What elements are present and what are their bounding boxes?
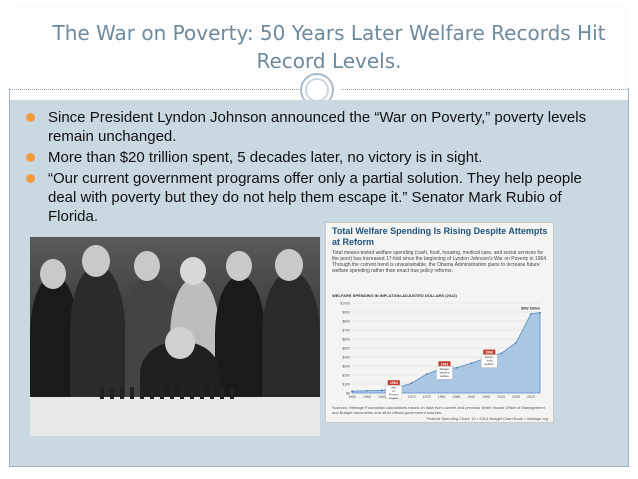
- annotation-box: [481, 354, 498, 368]
- annotation-year: 1981: [441, 362, 449, 366]
- end-value-label: $892 billion: [521, 307, 540, 311]
- data-point: [530, 313, 532, 315]
- y-tick-label: $600: [342, 338, 350, 342]
- data-point: [381, 389, 383, 392]
- chart-subtitle: WELFARE SPENDING IN INFLATION-ADJUSTED D…: [332, 293, 457, 298]
- bullet-item: “Our current government programs offer o…: [18, 169, 590, 226]
- bullet-icon: [26, 153, 35, 162]
- slide-title: The War on Poverty: 50 Years Later Welfa…: [52, 21, 606, 73]
- x-tick-label: 1995: [482, 395, 490, 399]
- annotation-year-box: [387, 380, 400, 386]
- y-tick-label: $100: [342, 383, 350, 387]
- bullet-text: Since President Lyndon Johnson announced…: [48, 109, 587, 145]
- title-divider-left: [10, 89, 299, 90]
- chart-footnote: Sources: Heritage Foundation calculation…: [332, 405, 545, 415]
- annotation-text: “slashes”: [439, 370, 450, 374]
- y-tick-label: $900: [342, 311, 350, 315]
- bullet-icon: [26, 174, 35, 183]
- x-tick-label: 1975: [423, 395, 431, 399]
- annotation-text: welfare: [440, 374, 449, 378]
- data-point: [366, 389, 368, 392]
- area-chart: $0 $100 $200 $300 $400 $500 $600 $700 $800 $900 $1…: [340, 302, 541, 400]
- data-point: [410, 382, 413, 384]
- x-tick-label: 1960: [378, 395, 386, 399]
- x-tick-label: 2010: [527, 395, 535, 399]
- annotation-year: 1996: [485, 351, 493, 355]
- data-point: [351, 390, 353, 392]
- annotation-year-box: [438, 361, 451, 367]
- data-point: [470, 362, 473, 365]
- data-point: [500, 352, 503, 355]
- chart-title: Total Welfare Spending Is Rising Despite…: [332, 226, 548, 247]
- y-tick-label: $1000: [340, 302, 350, 306]
- bullet-icon: [26, 113, 35, 122]
- annotation-text: Reagan: [440, 367, 450, 371]
- y-tick-label: $400: [342, 356, 350, 360]
- annotation-box: [436, 366, 453, 380]
- annotation-text: “ends: [486, 359, 494, 363]
- x-tick-label: 1955: [363, 395, 371, 399]
- x-tick-label: 2000: [497, 395, 505, 399]
- y-tick-label: $800: [342, 320, 350, 324]
- annotation-text: begins: [390, 396, 399, 400]
- x-tick-label: 2005: [512, 395, 520, 399]
- annotation-year: 1964: [390, 381, 398, 385]
- bullet-item: More than $20 trillion spent, 5 decades …: [18, 148, 590, 167]
- chart-source: Federal Spending Chart, 10 • 2014 Budget…: [426, 416, 548, 421]
- data-point: [455, 367, 458, 369]
- series-area: [351, 312, 541, 394]
- annotation-text: Reform: [485, 355, 495, 359]
- annotation-text: on: [392, 389, 396, 393]
- x-tick-label: 1990: [467, 395, 475, 399]
- historical-photo: [30, 237, 320, 436]
- circle-ornament-inner: [305, 78, 329, 102]
- y-tick-label: $0: [346, 392, 350, 396]
- bullet-text: More than $20 trillion spent, 5 decades …: [48, 149, 483, 166]
- x-tick-label: 1950: [348, 395, 356, 399]
- annotation-text: welfare”: [484, 362, 494, 366]
- bullet-item: Since President Lyndon Johnson announced…: [18, 108, 590, 146]
- data-point: [515, 341, 517, 344]
- annotation-text: War: [391, 386, 396, 390]
- y-tick-label: $700: [342, 329, 350, 333]
- x-tick-label: 1985: [453, 395, 461, 399]
- bullet-list: Since President Lyndon Johnson announced…: [18, 108, 590, 228]
- data-point: [425, 373, 428, 375]
- chart-description: Total means-tested welfare spending (cas…: [332, 250, 548, 274]
- title-divider-right: [341, 89, 628, 90]
- welfare-spending-chart: Total Welfare Spending Is Rising Despite…: [325, 222, 554, 423]
- bullet-text: “Our current government programs offer o…: [48, 170, 582, 225]
- x-tick-label: 1970: [408, 395, 416, 399]
- annotation-year-box: [483, 349, 496, 355]
- y-tick-label: $200: [342, 374, 350, 378]
- x-tick-label: 1980: [438, 395, 446, 399]
- y-tick-label: $500: [342, 347, 350, 351]
- annotation-box: [385, 385, 402, 399]
- y-tick-label: $300: [342, 365, 350, 369]
- annotation-text: Poverty: [389, 393, 399, 397]
- data-point: [539, 311, 541, 314]
